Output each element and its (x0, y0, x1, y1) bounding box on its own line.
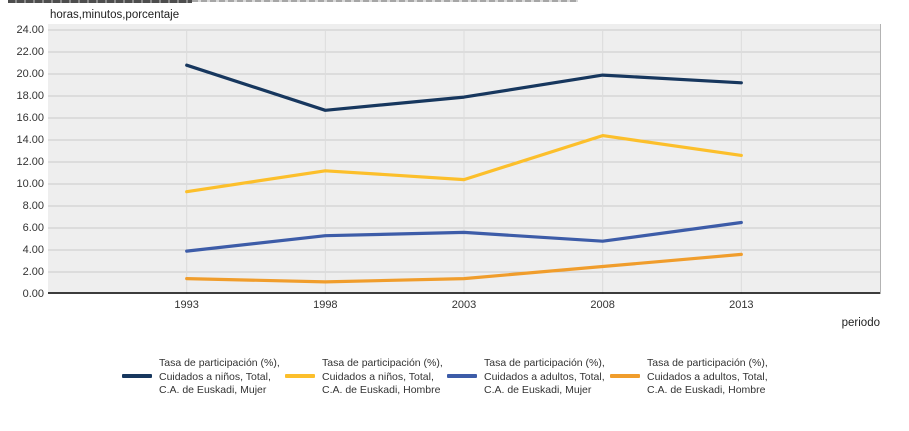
y-axis-title: horas,minutos,porcentaje (50, 9, 180, 21)
y-tick-label: 8.00 (22, 200, 44, 212)
series-line (185, 63, 743, 112)
legend: Tasa de participación (%), Cuidados a niñ… (0, 357, 909, 403)
legend-swatch (447, 374, 477, 378)
legend-swatch (285, 374, 315, 378)
y-tick-label: 0.00 (22, 288, 44, 300)
legend-swatch (610, 374, 640, 378)
legend-label-line: Cuidados a niños, Total, (159, 370, 271, 383)
legend-swatch (122, 374, 152, 378)
y-tick-label: 14.00 (16, 134, 44, 146)
y-tick-label: 24.00 (16, 24, 44, 36)
legend-label-line: Cuidados a adultos, Total, (484, 370, 605, 383)
y-tick-label: 22.00 (16, 46, 44, 58)
y-tick-label: 16.00 (16, 112, 44, 124)
y-tick-label: 2.00 (22, 266, 44, 278)
truncated-title-bar (8, 0, 192, 3)
legend-label: Tasa de participación (%), Cuidados a niñ… (159, 357, 280, 398)
y-tick-label: 18.00 (16, 90, 44, 102)
y-tick-label: 4.00 (22, 244, 44, 256)
series-line (185, 220, 743, 253)
x-tick-label: 1998 (313, 299, 338, 311)
legend-label-line: C.A. de Euskadi, Hombre (322, 384, 441, 396)
y-tick-label: 6.00 (22, 222, 44, 234)
legend-label: Tasa de participación (%), Cuidados a adu… (484, 357, 605, 398)
chart-lines (48, 29, 880, 294)
legend-item: Tasa de participación (%), Cuidados a niñ… (122, 357, 280, 398)
legend-label-line: Cuidados a adultos, Total, (647, 370, 768, 383)
legend-label-line: C.A. de Euskadi, Mujer (484, 384, 592, 396)
legend-label-line: Tasa de participación (%), (647, 357, 768, 369)
legend-label-line: Tasa de participación (%), (484, 357, 605, 369)
y-tick-label: 10.00 (16, 178, 44, 190)
series-line (185, 133, 743, 194)
x-tick-label: 2008 (590, 299, 615, 311)
legend-label-line: Tasa de participación (%), (322, 357, 443, 369)
x-axis-title: periodo (841, 317, 880, 329)
legend-label-line: Tasa de participación (%), (159, 357, 280, 369)
x-tick-label: 2013 (729, 299, 754, 311)
legend-label-line: C.A. de Euskadi, Hombre (647, 384, 766, 396)
plot-area (48, 24, 881, 294)
legend-item: Tasa de participación (%), Cuidados a adu… (447, 357, 605, 398)
x-tick-label: 2003 (451, 299, 477, 311)
legend-label: Tasa de participación (%), Cuidados a niñ… (322, 357, 443, 398)
legend-label: Tasa de participación (%), Cuidados a adu… (647, 357, 768, 398)
y-tick-label: 12.00 (16, 156, 44, 168)
series-line (185, 252, 743, 284)
y-tick-label: 20.00 (16, 68, 44, 80)
legend-item: Tasa de participación (%), Cuidados a adu… (610, 357, 768, 398)
truncated-title-bar-fade (192, 0, 578, 2)
legend-label-line: C.A. de Euskadi, Mujer (159, 384, 267, 396)
legend-label-line: Cuidados a niños, Total, (322, 370, 434, 383)
x-tick-label: 1993 (174, 299, 199, 311)
legend-item: Tasa de participación (%), Cuidados a niñ… (285, 357, 443, 398)
